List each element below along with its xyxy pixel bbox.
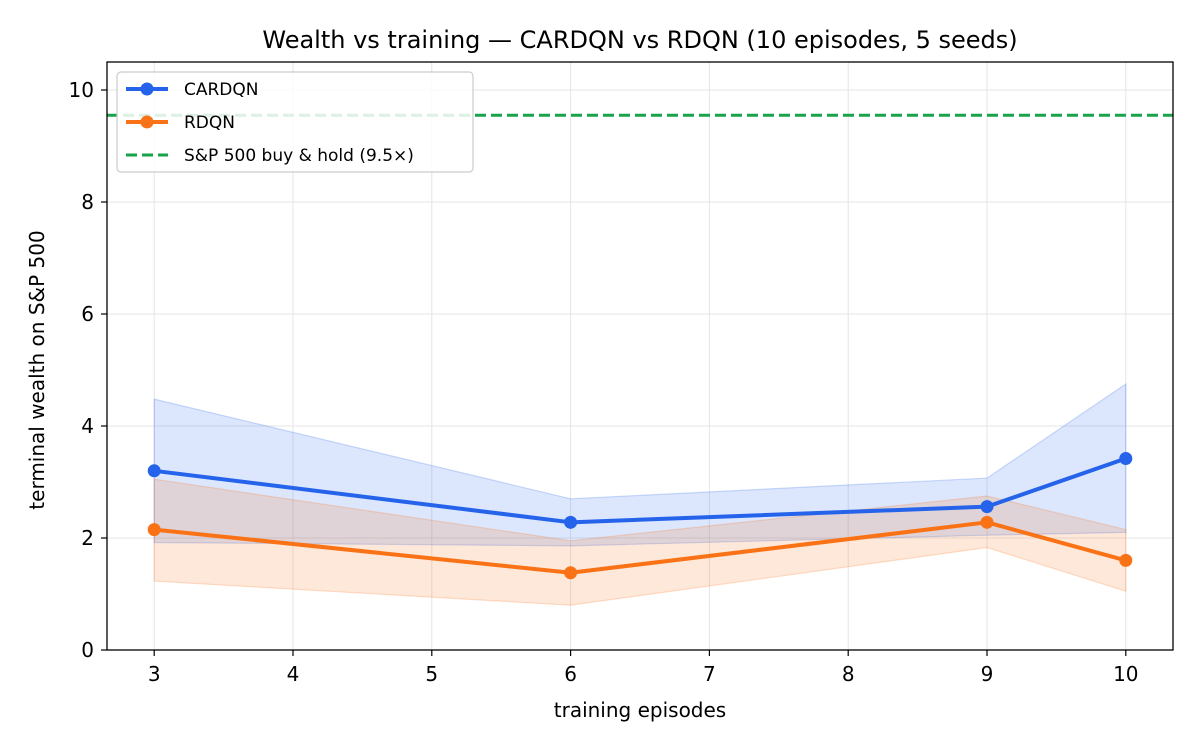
x-tick-label: 4: [287, 662, 300, 686]
y-tick-label: 2: [81, 526, 94, 550]
legend-marker-cardqn: [140, 82, 154, 96]
x-tick-label: 8: [842, 662, 855, 686]
point-cardqn: [147, 464, 161, 478]
x-tick-label: 5: [425, 662, 438, 686]
legend-marker-rdqn: [140, 115, 154, 129]
x-tick-label: 10: [1113, 662, 1138, 686]
legend-label-cardqn: CARDQN: [184, 80, 259, 100]
line-rdqn: [153, 520, 1127, 575]
point-cardqn: [564, 515, 578, 529]
y-axis-label: terminal wealth on S&P 500: [25, 230, 49, 509]
chart-title: Wealth vs training — CARDQN vs RDQN (10 …: [262, 26, 1017, 54]
legend: CARDQN RDQN S&P 500 buy & hold (9.5×): [116, 71, 474, 173]
x-axis-label: training episodes: [554, 698, 726, 722]
point-cardqn: [1119, 451, 1133, 465]
y-tick-label: 8: [81, 190, 94, 214]
y-tick-label: 10: [69, 78, 94, 102]
x-tick-label: 6: [564, 662, 577, 686]
y-tick-label: 6: [81, 302, 94, 326]
legend-label-rdqn: RDQN: [184, 113, 235, 133]
axis-ticks: 3 4 5 6 7 8 9 10 0 2 4 6 8 10: [69, 78, 1139, 686]
point-cardqn: [980, 500, 994, 514]
point-rdqn: [1119, 553, 1133, 567]
plot-frame: [106, 61, 1174, 651]
data-series: [147, 451, 1133, 580]
legend-box: [116, 71, 474, 173]
line-cardqn: [153, 456, 1127, 525]
point-rdqn: [564, 566, 578, 580]
y-tick-label: 4: [81, 414, 94, 438]
x-tick-label: 7: [703, 662, 716, 686]
point-rdqn: [147, 523, 161, 537]
x-tick-label: 9: [981, 662, 994, 686]
x-tick-label: 3: [148, 662, 161, 686]
point-rdqn: [980, 515, 994, 529]
legend-label-buy-hold: S&P 500 buy & hold (9.5×): [184, 146, 414, 166]
y-tick-label: 0: [81, 638, 94, 662]
